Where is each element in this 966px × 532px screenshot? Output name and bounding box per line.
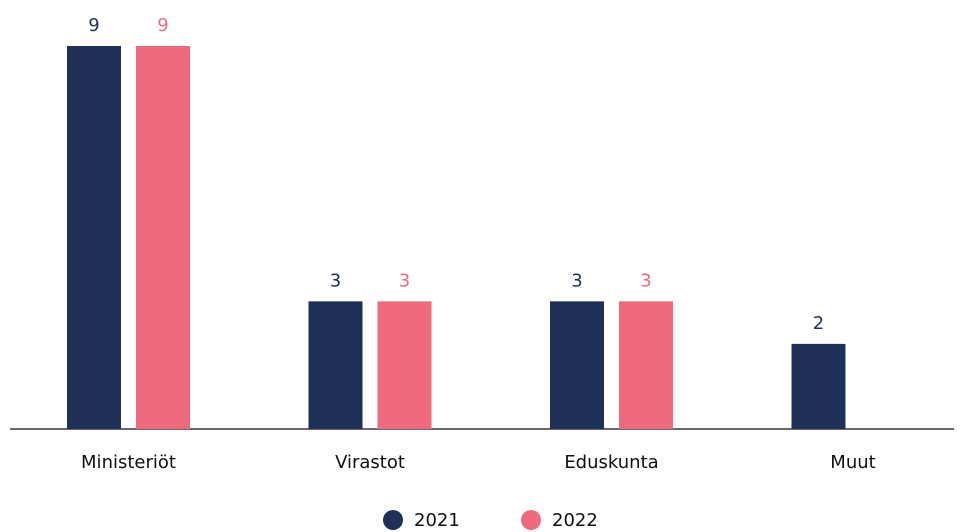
bar: [377, 301, 432, 429]
x-tick-label: Muut: [830, 452, 875, 473]
value-label: 9: [88, 15, 99, 36]
legend-swatch: [383, 510, 403, 530]
bar: [67, 46, 121, 429]
value-label: 3: [330, 270, 341, 291]
x-tick-label: Ministeriöt: [81, 452, 176, 473]
legend-label: 2021: [414, 510, 460, 531]
value-label: 2: [813, 313, 824, 334]
bar: [619, 301, 673, 429]
x-tick-label: Virastot: [335, 452, 405, 473]
legend-label: 2022: [552, 510, 598, 531]
value-label: 9: [157, 15, 168, 36]
legend-swatch: [521, 510, 541, 530]
bar: [550, 301, 604, 429]
value-label: 3: [571, 270, 582, 291]
bar: [136, 46, 190, 429]
bar: [308, 301, 363, 429]
value-label: 3: [640, 270, 651, 291]
bar: [791, 343, 846, 429]
value-label: 3: [399, 270, 410, 291]
x-tick-label: Eduskunta: [564, 452, 658, 473]
